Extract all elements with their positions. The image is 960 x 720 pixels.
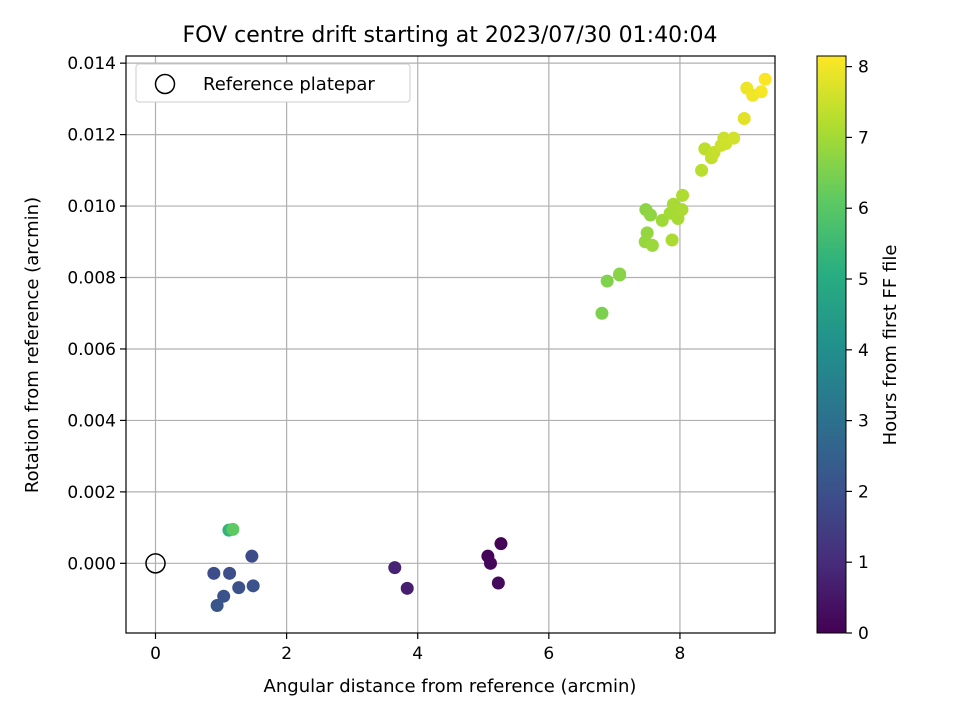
- data-point: [226, 522, 240, 536]
- data-point: [246, 579, 260, 593]
- colorbar-tick-label: 6: [858, 199, 869, 219]
- colorbar-tick-label: 4: [858, 341, 869, 361]
- y-tick-label: 0.004: [67, 411, 116, 431]
- data-point: [388, 561, 402, 575]
- data-point: [400, 581, 414, 595]
- y-tick-label: 0.002: [67, 483, 116, 503]
- colorbar-ticks: 0 1 2 3 4 5 6 7 8: [846, 58, 869, 644]
- legend-marker: [154, 73, 176, 95]
- data-point: [223, 566, 237, 580]
- data-point: [645, 238, 659, 252]
- data-point: [207, 566, 221, 580]
- y-tick-label: 0.010: [67, 197, 116, 217]
- data-point: [483, 556, 497, 570]
- plot-frame: [125, 55, 776, 634]
- x-tick-label: 8: [675, 644, 686, 664]
- colorbar-tick-label: 0: [858, 624, 869, 644]
- colorbar-tick-label: 5: [858, 270, 869, 290]
- data-point: [676, 188, 690, 202]
- y-tick-label: 0.000: [67, 554, 116, 574]
- chart-title: FOV centre drift starting at 2023/07/30 …: [183, 23, 718, 48]
- y-tick-label: 0.006: [67, 340, 116, 360]
- data-point: [758, 72, 772, 86]
- data-point: [491, 576, 505, 590]
- x-axis-label: Angular distance from reference (arcmin): [264, 676, 637, 697]
- colorbar-tick-label: 2: [858, 482, 869, 502]
- data-point: [727, 131, 741, 145]
- colorbar-tick-label: 1: [858, 553, 869, 573]
- data-point: [737, 112, 751, 126]
- reference-point-marker: [145, 553, 166, 574]
- x-axis-ticks: 0 2 4 6 8: [150, 633, 685, 664]
- legend: Reference platepar: [135, 63, 411, 103]
- data-point: [245, 549, 259, 563]
- y-tick-label: 0.014: [67, 54, 116, 74]
- data-point: [754, 85, 768, 99]
- y-axis-ticks: 0.000 0.002 0.004 0.006 0.008 0.010 0.012 0.014: [67, 54, 126, 574]
- data-point: [695, 163, 709, 177]
- data-point: [217, 589, 231, 603]
- data-points: [207, 72, 772, 612]
- x-tick-label: 0: [150, 644, 161, 664]
- data-point: [494, 537, 508, 551]
- colorbar-gradient: [816, 55, 847, 634]
- colorbar: 0 1 2 3 4 5 6 7 8 Hours from first FF file: [816, 55, 901, 644]
- data-point: [675, 203, 689, 217]
- data-point: [665, 233, 679, 247]
- colorbar-label: Hours from first FF file: [880, 245, 901, 446]
- data-point: [600, 274, 614, 288]
- y-tick-label: 0.012: [67, 126, 116, 146]
- colorbar-tick-label: 7: [858, 128, 869, 148]
- data-point: [232, 581, 246, 595]
- data-point: [210, 598, 224, 612]
- x-tick-label: 6: [543, 644, 554, 664]
- legend-entry: Reference platepar: [203, 74, 375, 95]
- data-point: [595, 306, 609, 320]
- y-axis-label: Rotation from reference (arcmin): [22, 197, 43, 493]
- data-point: [643, 208, 657, 222]
- legend-box: [135, 63, 411, 103]
- data-point: [613, 267, 627, 281]
- y-tick-label: 0.008: [67, 269, 116, 289]
- colorbar-tick-label: 8: [858, 58, 869, 78]
- x-tick-label: 4: [412, 644, 423, 664]
- grid: [126, 56, 775, 633]
- colorbar-tick-label: 3: [858, 412, 869, 432]
- x-tick-label: 2: [281, 644, 292, 664]
